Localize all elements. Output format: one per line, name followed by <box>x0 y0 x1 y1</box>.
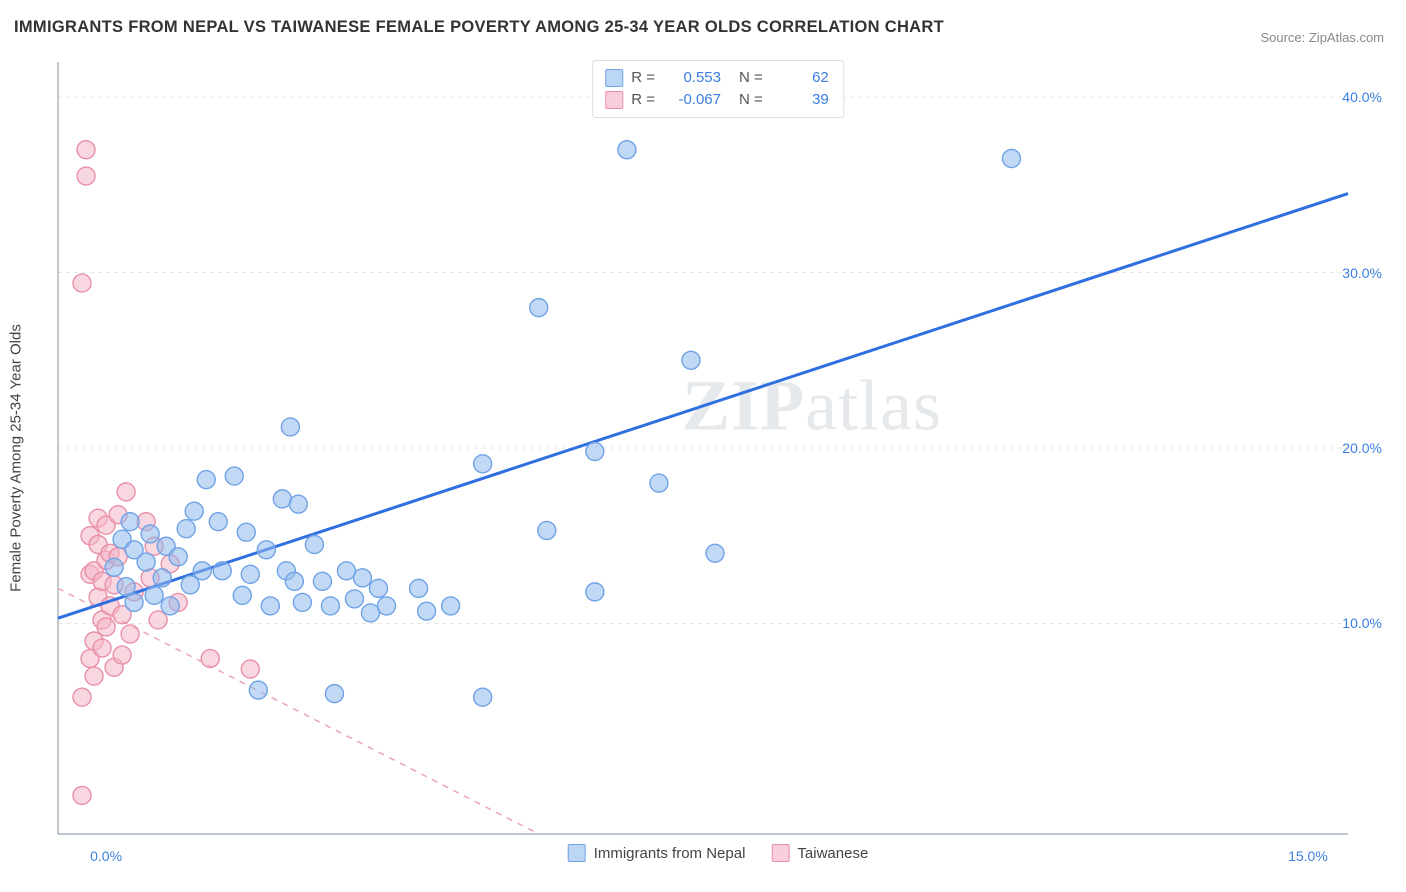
x-tick-right: 15.0% <box>1288 848 1328 864</box>
legend-item-taiwanese: Taiwanese <box>771 844 868 862</box>
x-tick-left: 0.0% <box>90 848 122 864</box>
r-label: R = <box>631 89 655 111</box>
swatch-blue <box>568 844 586 862</box>
chart-title: IMMIGRANTS FROM NEPAL VS TAIWANESE FEMAL… <box>14 18 944 37</box>
r-label: R = <box>631 67 655 89</box>
y-tick: 10.0% <box>1342 615 1382 631</box>
legend-correlation: R = 0.553 N = 62 R = -0.067 N = 39 <box>592 60 844 118</box>
legend-label: Immigrants from Nepal <box>594 845 746 862</box>
chart-area: Female Poverty Among 25-34 Year Olds ZIP… <box>46 58 1390 868</box>
y-tick: 30.0% <box>1342 265 1382 281</box>
legend-row-pink: R = -0.067 N = 39 <box>605 89 829 111</box>
n-value: 62 <box>771 67 829 89</box>
y-axis-label: Female Poverty Among 25-34 Year Olds <box>8 324 25 592</box>
swatch-pink <box>771 844 789 862</box>
swatch-pink <box>605 91 623 109</box>
source-label: Source: ZipAtlas.com <box>1260 30 1384 45</box>
legend-series: Immigrants from Nepal Taiwanese <box>568 844 869 862</box>
legend-row-blue: R = 0.553 N = 62 <box>605 67 829 89</box>
n-label: N = <box>739 67 763 89</box>
scatter-plot <box>46 58 1390 868</box>
y-tick: 40.0% <box>1342 89 1382 105</box>
r-value: 0.553 <box>663 67 721 89</box>
swatch-blue <box>605 69 623 87</box>
legend-item-nepal: Immigrants from Nepal <box>568 844 746 862</box>
legend-label: Taiwanese <box>797 845 868 862</box>
n-value: 39 <box>771 89 829 111</box>
y-tick: 20.0% <box>1342 440 1382 456</box>
n-label: N = <box>739 89 763 111</box>
r-value: -0.067 <box>663 89 721 111</box>
